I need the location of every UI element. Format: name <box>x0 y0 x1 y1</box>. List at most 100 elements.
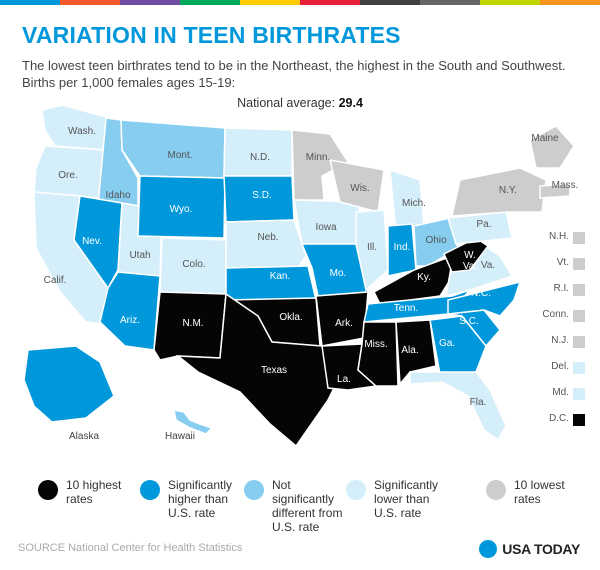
state-label: Wyo. <box>170 204 193 215</box>
small-state-label: Conn. <box>542 309 569 320</box>
subtitle-line-2: Births per 1,000 females ages 15-19: <box>22 75 236 90</box>
brand-dot-icon <box>479 540 498 558</box>
national-average-label: National average: <box>237 96 336 110</box>
state-label: S.D. <box>252 190 271 201</box>
top-bar-segment <box>0 0 60 5</box>
legend-label-line: Significantly <box>374 478 439 492</box>
small-state-swatch <box>573 232 585 244</box>
small-state-label: Md. <box>552 387 569 398</box>
top-bar-segment <box>60 0 120 5</box>
legend-label-line: different from <box>272 506 343 520</box>
state-label: Neb. <box>257 232 278 243</box>
state-n-y <box>451 167 547 217</box>
states-layer <box>23 104 575 448</box>
state-label: Hawaii <box>165 431 195 442</box>
top-bar-segment <box>480 0 540 5</box>
state-label: La. <box>337 374 351 385</box>
small-state-label: N.H. <box>549 231 569 242</box>
legend-label: Significantly higher than U.S. rate <box>168 478 248 520</box>
subtitle-line-1: The lowest teen birthrates tend to be in… <box>22 58 566 73</box>
state-label: N.D. <box>250 152 270 163</box>
state-label: Colo. <box>182 259 205 270</box>
legend-swatch-icon <box>38 480 58 500</box>
state-mont <box>120 119 226 179</box>
subtitle: The lowest teen birthrates tend to be in… <box>22 57 582 91</box>
legend-item: 10 lowest rates <box>486 478 594 506</box>
state-label: Ga. <box>439 338 455 349</box>
state-label: Alaska <box>69 431 99 442</box>
state-label: Miss. <box>364 339 387 350</box>
state-label: Ariz. <box>120 315 140 326</box>
state-label: Va. <box>463 261 477 272</box>
top-bar-segment <box>240 0 300 5</box>
state-label: N.Y. <box>499 185 517 196</box>
state-label: Texas <box>261 365 287 376</box>
state-label: Ore. <box>58 170 77 181</box>
state-label: Utah <box>129 250 150 261</box>
state-label: Ohio <box>425 235 447 246</box>
legend-item: Significantly higher than U.S. rate <box>140 478 248 520</box>
small-state-label: Del. <box>551 361 569 372</box>
legend-swatch-icon <box>244 480 264 500</box>
state-label: Mo. <box>330 268 347 279</box>
small-state-label: N.J. <box>551 335 569 346</box>
national-average-value: 29.4 <box>338 96 363 110</box>
legend-label-line: 10 highest <box>66 478 122 492</box>
state-label: Iowa <box>315 222 337 233</box>
labels-layer: Wash. Ore. Calif. Idaho Nev. Utah Ariz. Mont. Wy… <box>44 126 579 442</box>
state-label: Calif. <box>44 275 67 286</box>
state-label: N.M. <box>182 318 203 329</box>
state-label: Pa. <box>476 219 491 230</box>
legend-swatch-icon <box>486 480 506 500</box>
legend-item: 10 highest rates <box>38 478 146 506</box>
top-bar-segment <box>300 0 360 5</box>
small-state-swatch <box>573 414 585 426</box>
state-label: Fla. <box>470 397 487 408</box>
state-label: Idaho <box>105 190 130 201</box>
state-label: Wis. <box>350 183 369 194</box>
state-label: Mont. <box>167 150 192 161</box>
state-fla <box>409 371 507 442</box>
legend-swatch-icon <box>346 480 366 500</box>
top-bar-segment <box>360 0 420 5</box>
small-state-label: D.C. <box>549 413 569 424</box>
small-state-label: Vt. <box>556 257 569 268</box>
state-label: Mass. <box>552 180 579 191</box>
state-label: W. <box>464 250 476 261</box>
state-label: Ill. <box>367 242 377 253</box>
state-label: Mich. <box>402 198 426 209</box>
state-wyo <box>137 175 226 239</box>
legend-label-line: rates <box>66 492 93 506</box>
state-label: Maine <box>531 133 559 144</box>
state-label: Tenn. <box>394 303 418 314</box>
legend-label-line: U.S. rate <box>168 506 216 520</box>
state-ill <box>355 209 389 292</box>
state-ga <box>429 315 487 375</box>
state-label: Ark. <box>335 318 353 329</box>
legend-label: 10 lowest rates <box>514 478 594 506</box>
state-maine <box>529 125 575 169</box>
state-label: Minn. <box>306 152 330 163</box>
source-note: SOURCE National Center for Health Statis… <box>18 542 243 554</box>
state-label: N.C. <box>471 288 491 299</box>
state-neb <box>225 219 307 271</box>
top-bar-segment <box>420 0 480 5</box>
top-bar-segment <box>120 0 180 5</box>
legend-label-line: Not significantly <box>272 478 335 506</box>
state-label: Kan. <box>270 271 291 282</box>
brand-name: USA TODAY <box>502 541 580 557</box>
state-label: Ind. <box>394 242 411 253</box>
state-label: S.C. <box>459 316 478 327</box>
legend-item: Significantly lower than U.S. rate <box>346 478 454 520</box>
small-state-label: R.I. <box>553 283 569 294</box>
top-bar-segment <box>180 0 240 5</box>
national-average: National average: 29.4 <box>0 96 600 110</box>
small-state-swatch <box>573 310 585 322</box>
small-state-swatch <box>573 388 585 400</box>
state-label: Nev. <box>82 236 102 247</box>
legend-item: Not significantly different from U.S. rate <box>244 478 352 534</box>
state-alaska <box>23 345 115 423</box>
legend-label-line: lower than <box>374 492 430 506</box>
legend-label-line: 10 lowest <box>514 478 565 492</box>
legend-label-line: Significantly <box>168 478 233 492</box>
